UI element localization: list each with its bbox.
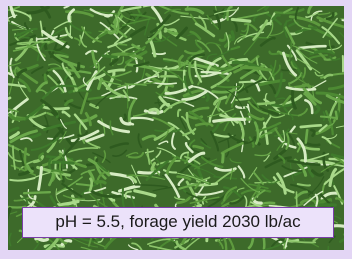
slide: pH = 5.5, forage yield 2030 lb/ac xyxy=(0,0,352,259)
grass-blade xyxy=(306,130,307,142)
grass-blade xyxy=(95,182,105,183)
grass-blade xyxy=(231,32,233,40)
grass-blade xyxy=(118,44,126,45)
grass-blade xyxy=(24,192,50,193)
grass-blade xyxy=(90,179,92,191)
grass-blade xyxy=(123,189,124,207)
caption: pH = 5.5, forage yield 2030 lb/ac xyxy=(22,207,334,238)
grass-blade xyxy=(45,75,47,81)
grass-blade xyxy=(232,19,250,21)
grass-blade xyxy=(8,73,11,75)
grass-blade xyxy=(103,56,116,58)
grass-blade xyxy=(223,154,224,162)
grass-blade xyxy=(78,64,79,70)
grass-blade xyxy=(301,125,321,127)
grass-blade xyxy=(257,103,274,105)
